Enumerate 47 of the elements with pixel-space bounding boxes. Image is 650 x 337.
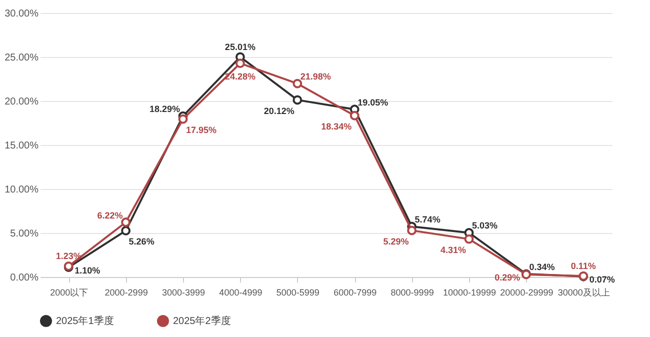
- y-tick-label: 30.00%: [4, 8, 39, 20]
- data-label: 19.05%: [358, 97, 388, 108]
- point: [178, 114, 188, 124]
- point: [235, 58, 245, 68]
- legend-label: 2025年1季度: [56, 315, 114, 327]
- data-label: 0.11%: [570, 261, 596, 272]
- x-tick-label: 2000-2999: [104, 288, 148, 298]
- x-tick-label: 5000-5999: [276, 288, 320, 298]
- data-label: 5.26%: [128, 236, 154, 247]
- point: [121, 226, 131, 236]
- data-label: 5.29%: [383, 236, 409, 246]
- data-label: 6.22%: [97, 210, 123, 220]
- data-label: 1.10%: [74, 265, 100, 276]
- data-label: 21.98%: [300, 72, 331, 82]
- x-tick-label: 10000-19999: [442, 288, 496, 298]
- point: [350, 110, 360, 120]
- y-tick-label: 25.00%: [4, 52, 39, 64]
- x-tick-label: 8000-9999: [390, 288, 434, 298]
- y-tick-label: 0.00%: [10, 272, 39, 284]
- data-label: 0.29%: [494, 272, 520, 282]
- y-tick-label: 15.00%: [4, 140, 39, 152]
- x-tick-label: 20000-29999: [500, 288, 554, 298]
- point: [292, 78, 302, 88]
- x-tick-label: 30000及以上: [558, 288, 610, 298]
- data-label: 5.74%: [414, 214, 440, 224]
- point: [464, 234, 474, 244]
- legend-label: 2025年2季度: [173, 315, 231, 327]
- data-label: 18.29%: [149, 104, 180, 114]
- data-label: 5.03%: [472, 220, 498, 231]
- data-label: 17.95%: [186, 125, 217, 136]
- data-label: 1.23%: [56, 251, 82, 262]
- y-tick-label: 5.00%: [10, 228, 39, 240]
- y-tick-label: 20.00%: [4, 96, 39, 108]
- y-tick-label: 10.00%: [4, 184, 39, 196]
- data-label: 25.01%: [224, 42, 256, 52]
- data-label: 20.12%: [264, 106, 294, 116]
- point: [407, 226, 417, 236]
- data-label: 0.07%: [589, 274, 615, 284]
- point: [121, 218, 131, 227]
- x-tick-label: 6000-7999: [334, 288, 377, 298]
- point: [292, 95, 302, 105]
- data-label: 0.34%: [529, 262, 555, 272]
- x-tick-label: 2000以下: [50, 288, 88, 298]
- data-label: 4.31%: [440, 245, 466, 256]
- data-label: 18.34%: [321, 122, 352, 132]
- x-tick-label: 3000-3999: [162, 288, 206, 298]
- x-tick-label: 4000-4999: [219, 288, 262, 298]
